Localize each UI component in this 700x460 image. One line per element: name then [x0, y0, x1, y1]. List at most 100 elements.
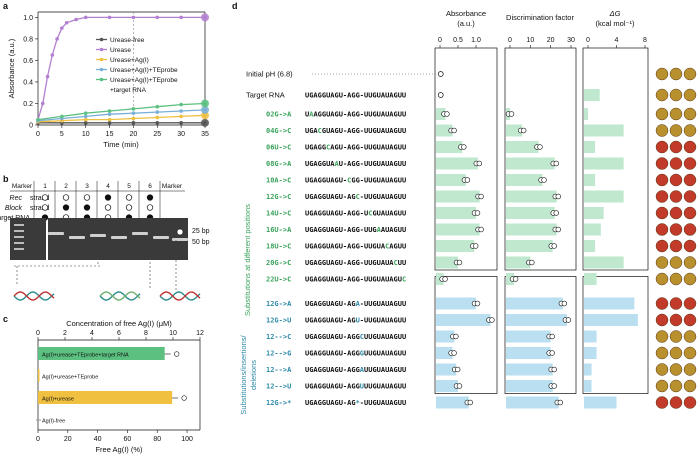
dg-bar	[584, 174, 596, 186]
mutant-sequence: UGAGGUAGU-AGU-UUGUAUAGUU	[305, 317, 406, 325]
x-tick-label: 25	[153, 131, 161, 138]
discrimination-bar	[506, 396, 559, 409]
well-image	[655, 107, 669, 121]
helix-strand	[13, 291, 55, 301]
well-image	[655, 173, 669, 187]
bottom-tick-label: 60	[124, 436, 132, 443]
seq-part: U	[305, 111, 309, 119]
gel-column-header: 6	[148, 183, 152, 190]
helix-strand	[159, 291, 201, 301]
data-point	[549, 350, 555, 356]
bar-label: Ag(I)-free	[42, 419, 65, 425]
discrimination-bar	[506, 174, 543, 186]
well-image	[669, 124, 683, 137]
helix-strand	[13, 291, 55, 301]
data-point	[529, 259, 535, 266]
well-image	[669, 140, 683, 154]
end-marker	[201, 13, 209, 22]
mutation-label: 18U->C	[266, 243, 291, 251]
data-point	[442, 276, 448, 282]
gel-column-header: 1	[43, 183, 47, 190]
well-image	[655, 239, 669, 253]
bar	[38, 347, 165, 360]
data-point	[55, 37, 59, 41]
panel-letter-a: a	[3, 1, 9, 11]
tick-label: 0	[586, 37, 590, 44]
data-point	[155, 115, 160, 120]
well-image	[683, 346, 697, 360]
legend-entry: Urease-free	[110, 37, 145, 44]
mutation-label: 14U->C	[266, 210, 291, 218]
discrimination-bar	[506, 363, 553, 376]
dg-bar	[584, 141, 596, 153]
data-point	[461, 144, 467, 150]
data-point	[179, 109, 183, 113]
discrimination-bar	[506, 124, 523, 137]
matrix-circle	[83, 204, 91, 211]
well-image	[655, 256, 669, 269]
data-point	[131, 15, 136, 20]
data-point	[437, 92, 444, 98]
seq-part: AGGUAGU-AGG-UUGUAUAGUU	[313, 111, 406, 119]
data-point	[181, 395, 187, 401]
marker-band	[14, 224, 24, 226]
absorbance-bar	[436, 380, 458, 392]
bar	[38, 391, 173, 404]
data-point	[473, 243, 479, 249]
mutation-label: 12G->A	[266, 300, 292, 308]
discrimination-bar	[506, 223, 557, 236]
dg-bar	[584, 207, 604, 219]
top-tick-label: 8	[144, 330, 148, 337]
well-image	[683, 190, 697, 203]
bar	[38, 369, 40, 382]
dg-bar	[584, 330, 597, 343]
data-point	[64, 20, 69, 25]
tick-label: 1.0	[471, 37, 481, 44]
tick-label: 30	[567, 37, 575, 44]
data-point	[551, 243, 557, 249]
seq-part: UGA	[305, 127, 318, 135]
data-point	[549, 333, 555, 340]
well-image	[655, 157, 669, 170]
data-point	[444, 111, 450, 117]
seq-mutation: A	[309, 111, 314, 119]
absorbance-bar	[436, 141, 463, 153]
dg-bar	[584, 157, 624, 170]
well-image	[683, 330, 697, 343]
end-marker	[201, 99, 209, 108]
seq-mutation: A	[360, 366, 365, 374]
seq-part: UUGUAUAGUU	[364, 383, 406, 391]
well-image	[669, 346, 683, 360]
absorbance-bar	[436, 363, 457, 376]
well-image	[683, 363, 697, 376]
seq-part: UU	[398, 259, 406, 267]
seq-mutation: C	[360, 333, 364, 341]
band-marker	[176, 228, 184, 236]
data-point	[107, 15, 112, 20]
well-image	[669, 157, 683, 170]
y-tick-label: 0.6	[23, 58, 33, 65]
data-point	[453, 333, 459, 340]
dg-bar	[584, 314, 638, 326]
data-point	[489, 317, 495, 323]
mutation-label: 20G->C	[266, 259, 291, 267]
bar-label: Ag(I)+urease	[42, 397, 74, 403]
helix-strand	[99, 291, 141, 301]
column-header: Absorbance	[446, 9, 486, 18]
well-image	[669, 297, 683, 310]
well-image	[655, 140, 669, 154]
dg-bar	[584, 347, 597, 359]
legend-marker	[99, 77, 104, 82]
mutation-label: 12G->U	[266, 317, 291, 325]
data-point	[179, 121, 183, 125]
seq-mutation: C	[402, 276, 406, 284]
seq-part: AUAGUU	[381, 226, 406, 234]
mutant-sequence: UGAGGUAGU-AGGCUUGUAUAGUU	[305, 333, 406, 341]
bottom-axis-label: Free Ag(I) (%)	[95, 445, 143, 454]
well-image	[669, 107, 683, 121]
discrimination-bar	[506, 240, 553, 252]
data-point	[179, 15, 183, 20]
dg-bar	[584, 240, 596, 252]
column-header: Discrimination factor	[506, 13, 574, 22]
mutant-sequence: UGAGGCAGU-AGG-UUGUAUAGUU	[305, 144, 406, 152]
